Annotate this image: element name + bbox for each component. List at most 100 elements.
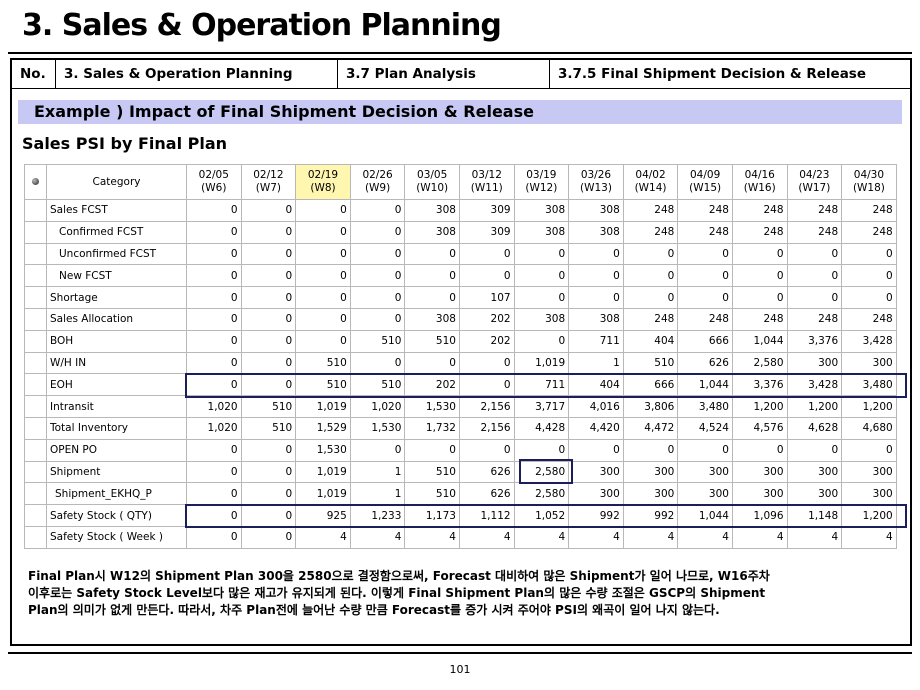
row-label: Confirmed FCST	[46, 220, 187, 244]
row-marker-cell	[24, 416, 47, 440]
row-marker-cell	[24, 242, 47, 266]
value-cell: 0	[295, 329, 351, 353]
value-cell: 248	[622, 199, 679, 222]
value-cell: 1,529	[295, 416, 351, 440]
value-cell: 248	[841, 220, 897, 244]
value-cell: 0	[186, 525, 242, 549]
value-cell: 0	[349, 264, 406, 288]
value-cell: 1,044	[677, 504, 733, 527]
week-date: 02/19	[307, 169, 339, 181]
value-cell: 300	[841, 351, 897, 375]
value-cell: 2,580	[513, 460, 570, 484]
value-cell: 300	[786, 351, 843, 375]
value-cell: 0	[240, 525, 297, 549]
value-cell: 308	[404, 220, 460, 244]
row-marker-cell	[24, 329, 47, 353]
value-cell: 0	[731, 286, 788, 309]
value-cell: 308	[568, 199, 624, 222]
value-cell: 4	[404, 525, 460, 549]
bullet-icon	[32, 177, 39, 185]
value-cell: 666	[677, 329, 733, 353]
value-cell: 248	[786, 220, 843, 244]
week-date: 04/02	[635, 169, 666, 181]
week-number: (W6)	[201, 182, 227, 194]
page-number: 101	[449, 663, 471, 676]
value-cell: 3,806	[622, 395, 679, 418]
value-cell: 0	[786, 286, 843, 309]
value-cell: 0	[240, 329, 297, 353]
value-cell: 0	[349, 220, 406, 244]
row-marker-cell	[24, 373, 47, 397]
table-row: Sales FCST 0 0 0 0 308 309 308 308 248 248 248 248 24…	[24, 199, 897, 222]
row-label: New FCST	[46, 264, 187, 288]
value-cell: 300	[568, 482, 624, 506]
week-date: 04/09	[690, 169, 721, 181]
value-cell: 300	[677, 460, 733, 484]
row-marker-cell	[24, 307, 47, 331]
table-row: EOH 0 0 510 510 202 0 711 404 666 1,044 3,376 3,428 3…	[24, 373, 897, 397]
table-row: Total Inventory 1,020 510 1,529 1,530 1,732 2,…	[24, 416, 897, 440]
row-marker-cell	[24, 525, 47, 549]
week-number: (W10)	[416, 182, 449, 194]
section-header: No. 3. Sales & Operation Planning 3.7 Pl…	[12, 60, 910, 89]
row-marker-header	[24, 164, 47, 200]
value-cell: 0	[404, 438, 460, 462]
value-cell: 0	[186, 460, 242, 484]
value-cell: 0	[240, 307, 297, 331]
category-header: Category	[46, 164, 187, 200]
value-cell: 1	[568, 351, 624, 375]
value-cell: 626	[458, 482, 515, 506]
value-cell: 300	[786, 482, 843, 506]
value-cell: 107	[458, 286, 515, 309]
row-marker-cell	[24, 438, 47, 462]
value-cell: 1,530	[295, 438, 351, 462]
value-cell: 248	[841, 199, 897, 222]
week-number: (W7)	[255, 182, 282, 194]
week-header: 03/19 (W12)	[513, 164, 570, 200]
value-cell: 3,428	[841, 329, 897, 353]
week-header: 04/30 (W18)	[841, 164, 897, 200]
value-cell: 0	[404, 242, 460, 266]
value-cell: 1,200	[786, 395, 843, 418]
week-date: 02/12	[253, 169, 284, 181]
value-cell: 4,428	[513, 416, 570, 440]
week-number: (W15)	[689, 182, 722, 194]
value-cell: 0	[568, 264, 624, 288]
value-cell: 300	[841, 460, 897, 484]
week-number: (W11)	[470, 182, 503, 194]
week-number: (W12)	[525, 182, 558, 194]
value-cell: 0	[186, 242, 242, 266]
week-header: 02/26 (W9)	[349, 164, 406, 200]
value-cell: 4	[677, 525, 733, 549]
bottom-divider	[8, 652, 912, 654]
value-cell: 0	[731, 264, 788, 288]
psi-table: Category 02/05 (W6) 02/12 (W7) 02/19 (W8) 02/26…	[24, 164, 897, 549]
value-cell: 0	[404, 351, 460, 375]
value-cell: 248	[786, 199, 843, 222]
row-marker-cell	[24, 264, 47, 288]
row-marker-cell	[24, 504, 47, 527]
value-cell: 300	[786, 460, 843, 484]
value-cell: 1,530	[404, 395, 460, 418]
table-row: New FCST 0 0 0 0 0 0 0 0 0 0 0 0 0	[24, 264, 897, 288]
week-header: 04/09 (W15)	[677, 164, 733, 200]
value-cell: 248	[677, 220, 733, 244]
value-cell: 0	[568, 242, 624, 266]
value-cell: 2,156	[458, 416, 515, 440]
week-number: (W16)	[743, 182, 776, 194]
page-title: 3. Sales & Operation Planning	[22, 8, 502, 43]
value-cell: 0	[186, 286, 242, 309]
week-header: 04/02 (W14)	[622, 164, 679, 200]
value-cell: 0	[622, 242, 679, 266]
value-cell: 248	[677, 199, 733, 222]
value-cell: 4	[295, 525, 351, 549]
value-cell: 4	[622, 525, 679, 549]
value-cell: 2,580	[731, 351, 788, 375]
value-cell: 510	[622, 351, 679, 375]
value-cell: 0	[240, 460, 297, 484]
row-label: EOH	[46, 373, 187, 397]
week-number: (W8)	[310, 182, 336, 194]
value-cell: 0	[677, 242, 733, 266]
value-cell: 4	[731, 525, 788, 549]
header-no-label: No.	[12, 60, 56, 88]
